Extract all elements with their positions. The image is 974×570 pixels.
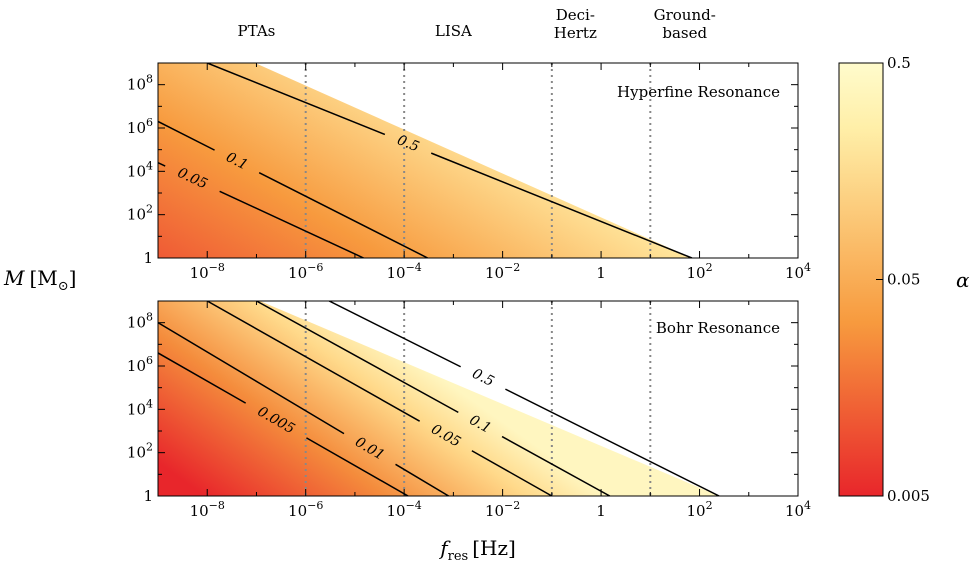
y-tick-label: 102 <box>127 441 153 462</box>
x-axis-label: fres [Hz] <box>438 536 516 564</box>
band-label: PTAs <box>238 22 276 40</box>
band-label: LISA <box>435 22 472 40</box>
axis-ticks: 10−8 10−6 10−4 10−2 1 102 104 1 102 104 106 108 <box>127 62 811 282</box>
x-tick-label: 1 <box>596 502 606 520</box>
x-tick-label: 10−8 <box>190 261 225 282</box>
contour-label: 0.5 <box>395 132 422 155</box>
x-tick-label: 1 <box>596 264 606 282</box>
resonance-fill-region <box>158 63 692 258</box>
plot-frame <box>157 300 799 497</box>
contour-line: 0.5 <box>206 63 693 258</box>
x-tick-label: 104 <box>785 499 811 520</box>
x-tick-label: 10−8 <box>190 499 225 520</box>
colorbar-tick-label: 0.005 <box>887 487 930 505</box>
y-tick-label: 104 <box>127 159 153 180</box>
colorbar-tick-label: 0.05 <box>887 271 920 289</box>
x-tick-label: 102 <box>686 261 712 282</box>
colorbar-gradient <box>838 62 884 497</box>
x-tick-label: 10−2 <box>485 261 520 282</box>
contour-lines: 0.50.10.050.010.005 <box>158 301 720 496</box>
x-tick-label: 10−2 <box>485 499 520 520</box>
plot-frame <box>157 62 799 259</box>
x-tick-label: 10−6 <box>288 261 323 282</box>
x-tick-label: 10−4 <box>386 499 421 520</box>
y-tick-label: 108 <box>127 73 153 94</box>
axis-ticks: 10−8 10−6 10−4 10−2 1 102 104 1 102 104 106 108 <box>127 300 811 520</box>
y-axis-label: M [M⊙] <box>3 266 76 294</box>
band-label: Deci-Hertz <box>554 6 597 42</box>
panel-title: Bohr Resonance <box>656 319 780 337</box>
colorbar-label: α <box>956 268 970 292</box>
y-tick-label: 1 <box>143 249 153 267</box>
y-tick-label: 1 <box>143 487 153 505</box>
x-tick-label: 104 <box>785 261 811 282</box>
panel-title: Hyperfine Resonance <box>617 83 780 101</box>
contour-label: 0.5 <box>469 366 496 390</box>
colorbar-ticks: 0.5 0.05 0.005 <box>876 54 930 505</box>
x-tick-label: 10−4 <box>386 261 421 282</box>
resonance-fill-region <box>158 301 720 496</box>
x-tick-label: 10−6 <box>288 499 323 520</box>
colorbar: 0.5 0.05 0.005 α <box>838 54 970 505</box>
svg-text:M[M⊙]: M [M⊙] <box>3 266 76 294</box>
y-tick-label: 106 <box>127 354 153 375</box>
x-tick-label: 102 <box>686 499 712 520</box>
panel-hyperfine-resonance: 0.50.10.05 10−8 10−6 10−4 10−2 1 102 104110210… <box>127 62 811 282</box>
y-tick-label: 102 <box>127 203 153 224</box>
y-tick-label: 106 <box>127 116 153 137</box>
band-edge-lines <box>304 63 652 258</box>
svg-text:fres[Hz]: fres [Hz] <box>438 536 516 564</box>
y-tick-label: 104 <box>127 397 153 418</box>
panel-bohr-resonance: 0.50.10.050.010.005 10−8 10−6 10−4 10−2 1 102… <box>127 300 811 520</box>
band-label: Ground-based <box>654 6 716 42</box>
colorbar-tick-label: 0.5 <box>887 54 911 72</box>
band-labels: PTAs LISA Deci-Hertz Ground-based <box>238 6 716 42</box>
y-tick-label: 108 <box>127 311 153 332</box>
